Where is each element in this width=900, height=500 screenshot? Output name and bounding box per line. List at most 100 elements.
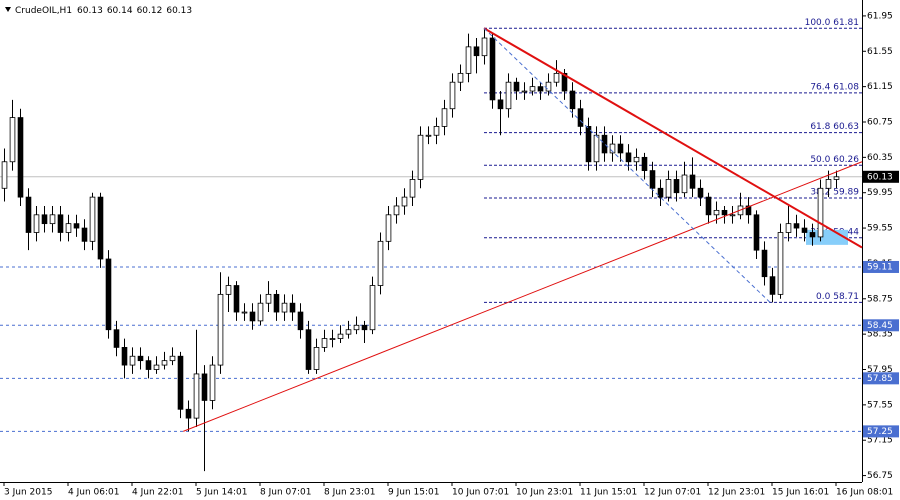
candle-body	[753, 214, 760, 251]
candle-body	[769, 276, 776, 295]
candle-body	[457, 72, 464, 83]
candle-body	[665, 179, 672, 198]
candle-body	[193, 373, 200, 419]
candle-body	[345, 329, 352, 335]
candle-body	[569, 90, 576, 110]
candle-body	[249, 311, 256, 322]
y-tick-label: 57.15	[867, 436, 893, 446]
candle-body	[177, 355, 184, 410]
candle-body	[745, 205, 752, 216]
fib-label: 0.0 58.71	[816, 292, 859, 302]
candle-body	[513, 81, 520, 92]
candle-body	[561, 72, 568, 92]
candle-body	[41, 214, 48, 225]
candle-body	[681, 174, 688, 194]
candle-body	[729, 214, 736, 217]
candle-body	[433, 126, 440, 136]
y-tick-label: 58.35	[867, 330, 893, 340]
candle-body	[9, 117, 16, 163]
y-tick-label: 61.15	[867, 82, 893, 92]
candle-body	[353, 324, 360, 331]
y-tick-label: 59.95	[867, 188, 893, 198]
candle-body	[417, 134, 424, 180]
candle-body	[553, 72, 560, 83]
candle-body	[241, 311, 248, 314]
candle-body	[609, 143, 616, 154]
level-label-box	[863, 425, 899, 438]
x-tick-label: 8 Jun 07:01	[260, 488, 311, 498]
candle-body	[601, 134, 608, 154]
candle-body	[761, 249, 768, 278]
candle-body	[17, 117, 24, 198]
candle-body	[297, 311, 304, 331]
level-label-box	[863, 372, 899, 385]
candle-body	[217, 293, 224, 366]
candle-body	[473, 46, 480, 57]
candle-body	[137, 355, 144, 362]
candle-body	[777, 232, 784, 295]
candle-body	[521, 90, 528, 93]
candle-body	[73, 223, 80, 229]
candle-body	[641, 156, 648, 172]
candle-body	[257, 302, 264, 322]
candle-body	[25, 196, 32, 233]
x-tick-label: 4 Jun 22:01	[132, 488, 183, 498]
candle-body	[305, 329, 312, 370]
candle-body	[49, 214, 56, 225]
x-tick-label: 5 Jun 14:01	[196, 488, 247, 498]
fib-label: 38.2 59.89	[810, 188, 859, 198]
candle-body	[817, 187, 824, 238]
candle-body	[593, 134, 600, 163]
level-label: 57.25	[867, 427, 893, 437]
candle-body	[209, 364, 216, 401]
candle-body	[153, 364, 160, 370]
x-tick-label: 15 Jun 16:01	[772, 488, 829, 498]
candle-body	[793, 223, 800, 229]
y-tick-label: 61.95	[867, 11, 893, 21]
candle-body	[233, 285, 240, 313]
candle-body	[409, 179, 416, 198]
level-label-box	[863, 319, 899, 332]
x-tick-label: 8 Jun 23:01	[324, 488, 375, 498]
candle-body	[825, 179, 832, 189]
candle-body	[329, 338, 336, 340]
candle-body	[785, 223, 792, 233]
candle-body	[577, 108, 584, 127]
trendline	[183, 161, 863, 432]
candle-body	[657, 187, 664, 198]
candle-body	[65, 223, 72, 233]
candle-body	[369, 285, 376, 331]
level-label-box	[863, 260, 899, 273]
candle-body	[121, 347, 128, 366]
y-tick-label: 59.55	[867, 224, 893, 234]
last-price-label: 60.13	[867, 172, 893, 182]
candle-body	[105, 258, 112, 331]
y-tick-label: 60.75	[867, 117, 893, 127]
x-tick-label: 10 Jun 07:01	[452, 488, 509, 498]
candle-body	[833, 176, 840, 180]
candle-body	[161, 360, 168, 366]
trendline	[483, 27, 863, 249]
y-tick-label: 61.55	[867, 47, 893, 57]
candle-body	[441, 108, 448, 127]
candle-body	[225, 285, 232, 295]
x-tick-label: 16 Jun 08:01	[836, 488, 893, 498]
candle-body	[705, 196, 712, 216]
candle-body	[465, 46, 472, 74]
candle-body	[449, 81, 456, 110]
candle-body	[57, 214, 64, 233]
fib-label: 76.4 61.08	[810, 82, 859, 92]
candle-body	[721, 209, 728, 216]
candle-body	[585, 126, 592, 163]
x-tick-label: 4 Jun 06:01	[68, 488, 119, 498]
candle-body	[313, 347, 320, 370]
x-tick-label: 9 Jun 15:01	[388, 488, 439, 498]
candle-body	[145, 360, 152, 370]
candle-body	[545, 81, 552, 92]
fib-label: 61.8 60.63	[810, 122, 859, 132]
y-tick-label: 60.35	[867, 153, 893, 163]
x-tick-label: 10 Jun 23:01	[516, 488, 573, 498]
close-value: 60.13	[166, 6, 192, 16]
candle-body	[673, 179, 680, 194]
